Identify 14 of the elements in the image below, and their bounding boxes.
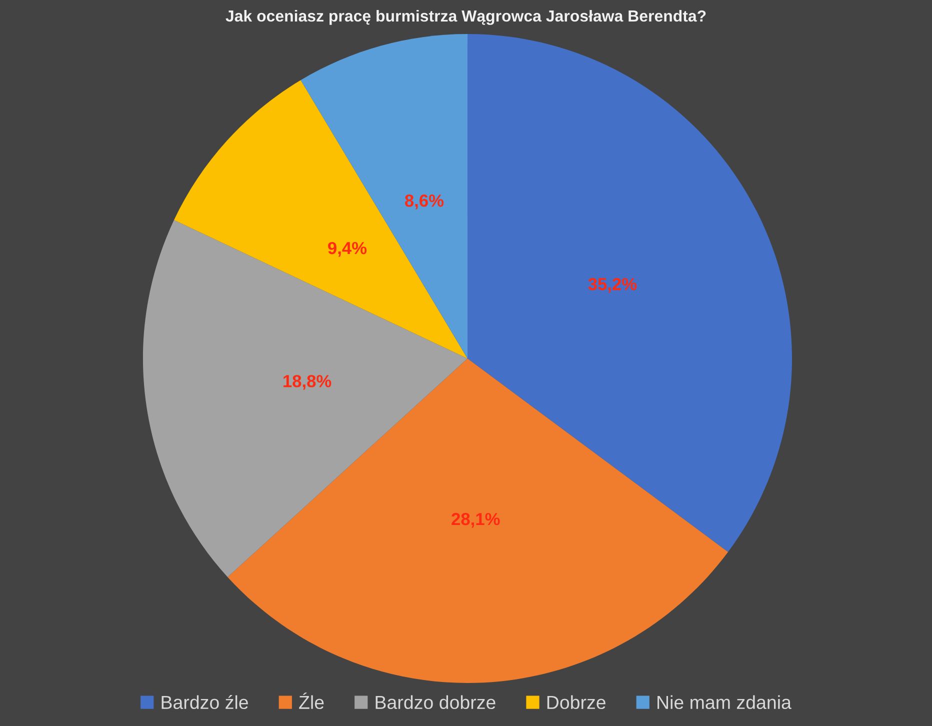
- legend-label: Nie mam zdania: [658, 695, 792, 710]
- pie-slice: [228, 358, 728, 683]
- legend-label: Bardzo dobrze: [376, 695, 496, 710]
- chart-title: Jak oceniasz pracę burmistrza Wągrowca Jarosława Berendta?: [226, 10, 706, 25]
- legend-label: Źle: [299, 692, 324, 710]
- data-label: 8,6%: [404, 194, 444, 210]
- pie-slice: [174, 80, 468, 358]
- legend-label: Bardzo źle: [162, 695, 248, 710]
- legend-label: Dobrze: [547, 695, 606, 710]
- data-label: 35,2%: [588, 278, 637, 293]
- pie-slice: [300, 34, 468, 358]
- data-label: 28,1%: [452, 512, 500, 528]
- data-label: 9,4%: [328, 242, 367, 257]
- data-label: 18,8%: [284, 374, 332, 390]
